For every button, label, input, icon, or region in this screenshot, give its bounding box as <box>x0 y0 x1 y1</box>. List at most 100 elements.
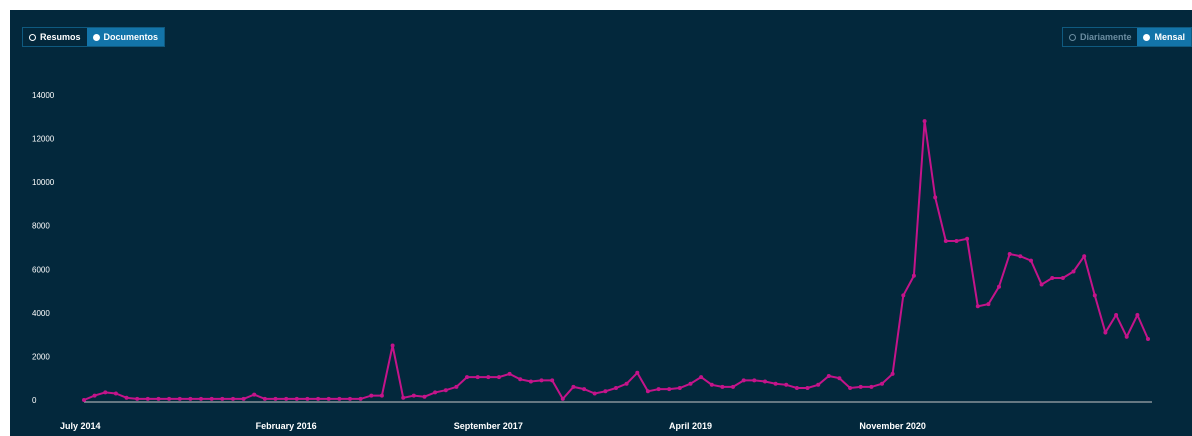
data-point[interactable] <box>986 302 991 307</box>
data-point[interactable] <box>252 392 257 397</box>
data-point[interactable] <box>390 343 395 348</box>
data-point[interactable] <box>113 391 118 396</box>
data-point[interactable] <box>401 395 406 400</box>
data-point[interactable] <box>677 386 682 390</box>
data-point[interactable] <box>741 378 746 383</box>
data-point[interactable] <box>316 396 321 401</box>
data-point[interactable] <box>284 396 289 401</box>
data-point[interactable] <box>848 386 853 390</box>
data-point[interactable] <box>1135 313 1140 317</box>
data-point[interactable] <box>550 378 555 383</box>
data-point[interactable] <box>880 381 884 386</box>
data-point[interactable] <box>1103 330 1108 335</box>
data-point[interactable] <box>582 387 587 392</box>
data-point[interactable] <box>209 396 214 401</box>
data-point[interactable] <box>1124 334 1129 339</box>
data-point[interactable] <box>645 389 650 394</box>
data-point[interactable] <box>763 379 767 384</box>
data-point[interactable] <box>528 379 533 384</box>
data-point[interactable] <box>475 375 480 380</box>
data-point[interactable] <box>443 388 448 393</box>
data-point[interactable] <box>922 119 927 124</box>
data-point[interactable] <box>688 381 693 386</box>
data-point[interactable] <box>507 371 512 376</box>
data-point[interactable] <box>592 391 597 396</box>
diariamente-option[interactable]: Diariamente <box>1062 28 1138 46</box>
data-point[interactable] <box>794 386 799 390</box>
data-point[interactable] <box>497 375 501 380</box>
data-point[interactable] <box>1050 276 1055 280</box>
data-point[interactable] <box>103 390 108 395</box>
data-point[interactable] <box>1039 282 1044 287</box>
data-point[interactable] <box>156 396 161 401</box>
data-point[interactable] <box>188 396 193 401</box>
data-point[interactable] <box>1114 313 1119 317</box>
data-point[interactable] <box>837 376 842 381</box>
data-point[interactable] <box>752 378 757 383</box>
data-point[interactable] <box>656 387 661 392</box>
resumos-option[interactable]: Resumos <box>23 28 87 46</box>
documentos-option[interactable]: Documentos <box>86 28 165 46</box>
data-point[interactable] <box>965 236 970 241</box>
data-point[interactable] <box>1060 276 1065 280</box>
data-point[interactable] <box>92 393 97 398</box>
data-point[interactable] <box>1007 252 1012 256</box>
data-point[interactable] <box>890 371 895 376</box>
data-point[interactable] <box>241 396 246 401</box>
data-point[interactable] <box>145 396 150 401</box>
data-point[interactable] <box>273 396 278 401</box>
data-point[interactable] <box>1029 258 1033 263</box>
mensal-option[interactable]: Mensal <box>1137 28 1191 46</box>
data-point[interactable] <box>465 375 469 380</box>
data-point[interactable] <box>518 377 523 382</box>
data-point[interactable] <box>1082 254 1087 259</box>
data-point[interactable] <box>539 378 544 383</box>
data-point[interactable] <box>805 386 810 390</box>
data-point[interactable] <box>624 381 629 386</box>
data-point[interactable] <box>954 239 959 243</box>
data-point[interactable] <box>784 382 789 387</box>
data-point[interactable] <box>358 396 363 401</box>
data-point[interactable] <box>1146 337 1150 341</box>
data-point[interactable] <box>326 396 331 401</box>
data-point[interactable] <box>294 396 299 401</box>
data-point[interactable] <box>858 384 863 389</box>
data-point[interactable] <box>422 394 427 399</box>
data-point[interactable] <box>348 396 352 401</box>
data-point[interactable] <box>901 293 906 298</box>
data-point[interactable] <box>826 374 831 378</box>
data-point[interactable] <box>124 395 129 400</box>
data-point[interactable] <box>911 273 916 278</box>
data-point[interactable] <box>997 284 1001 289</box>
data-point[interactable] <box>571 384 576 389</box>
data-point[interactable] <box>486 375 491 380</box>
data-point[interactable] <box>231 396 235 401</box>
data-point[interactable] <box>305 396 310 401</box>
data-point[interactable] <box>337 396 342 401</box>
data-point[interactable] <box>220 396 225 401</box>
data-point[interactable] <box>167 396 172 401</box>
data-point[interactable] <box>1071 269 1076 274</box>
data-point[interactable] <box>731 384 735 389</box>
data-point[interactable] <box>603 389 608 394</box>
data-point[interactable] <box>975 304 980 309</box>
data-point[interactable] <box>177 396 182 401</box>
data-point[interactable] <box>933 195 938 200</box>
data-point[interactable] <box>816 382 821 387</box>
data-point[interactable] <box>560 396 565 401</box>
data-point[interactable] <box>379 393 384 398</box>
data-point[interactable] <box>1018 254 1023 259</box>
data-point[interactable] <box>411 393 416 398</box>
data-point[interactable] <box>262 396 267 401</box>
data-point[interactable] <box>943 239 948 243</box>
data-point[interactable] <box>1092 293 1097 298</box>
data-point[interactable] <box>454 384 459 389</box>
data-point[interactable] <box>199 396 203 401</box>
data-point[interactable] <box>709 382 714 387</box>
data-point[interactable] <box>82 398 86 402</box>
data-point[interactable] <box>635 370 640 375</box>
data-point[interactable] <box>369 393 374 398</box>
data-point[interactable] <box>433 390 438 395</box>
data-point[interactable] <box>667 387 672 392</box>
data-point[interactable] <box>135 396 140 401</box>
